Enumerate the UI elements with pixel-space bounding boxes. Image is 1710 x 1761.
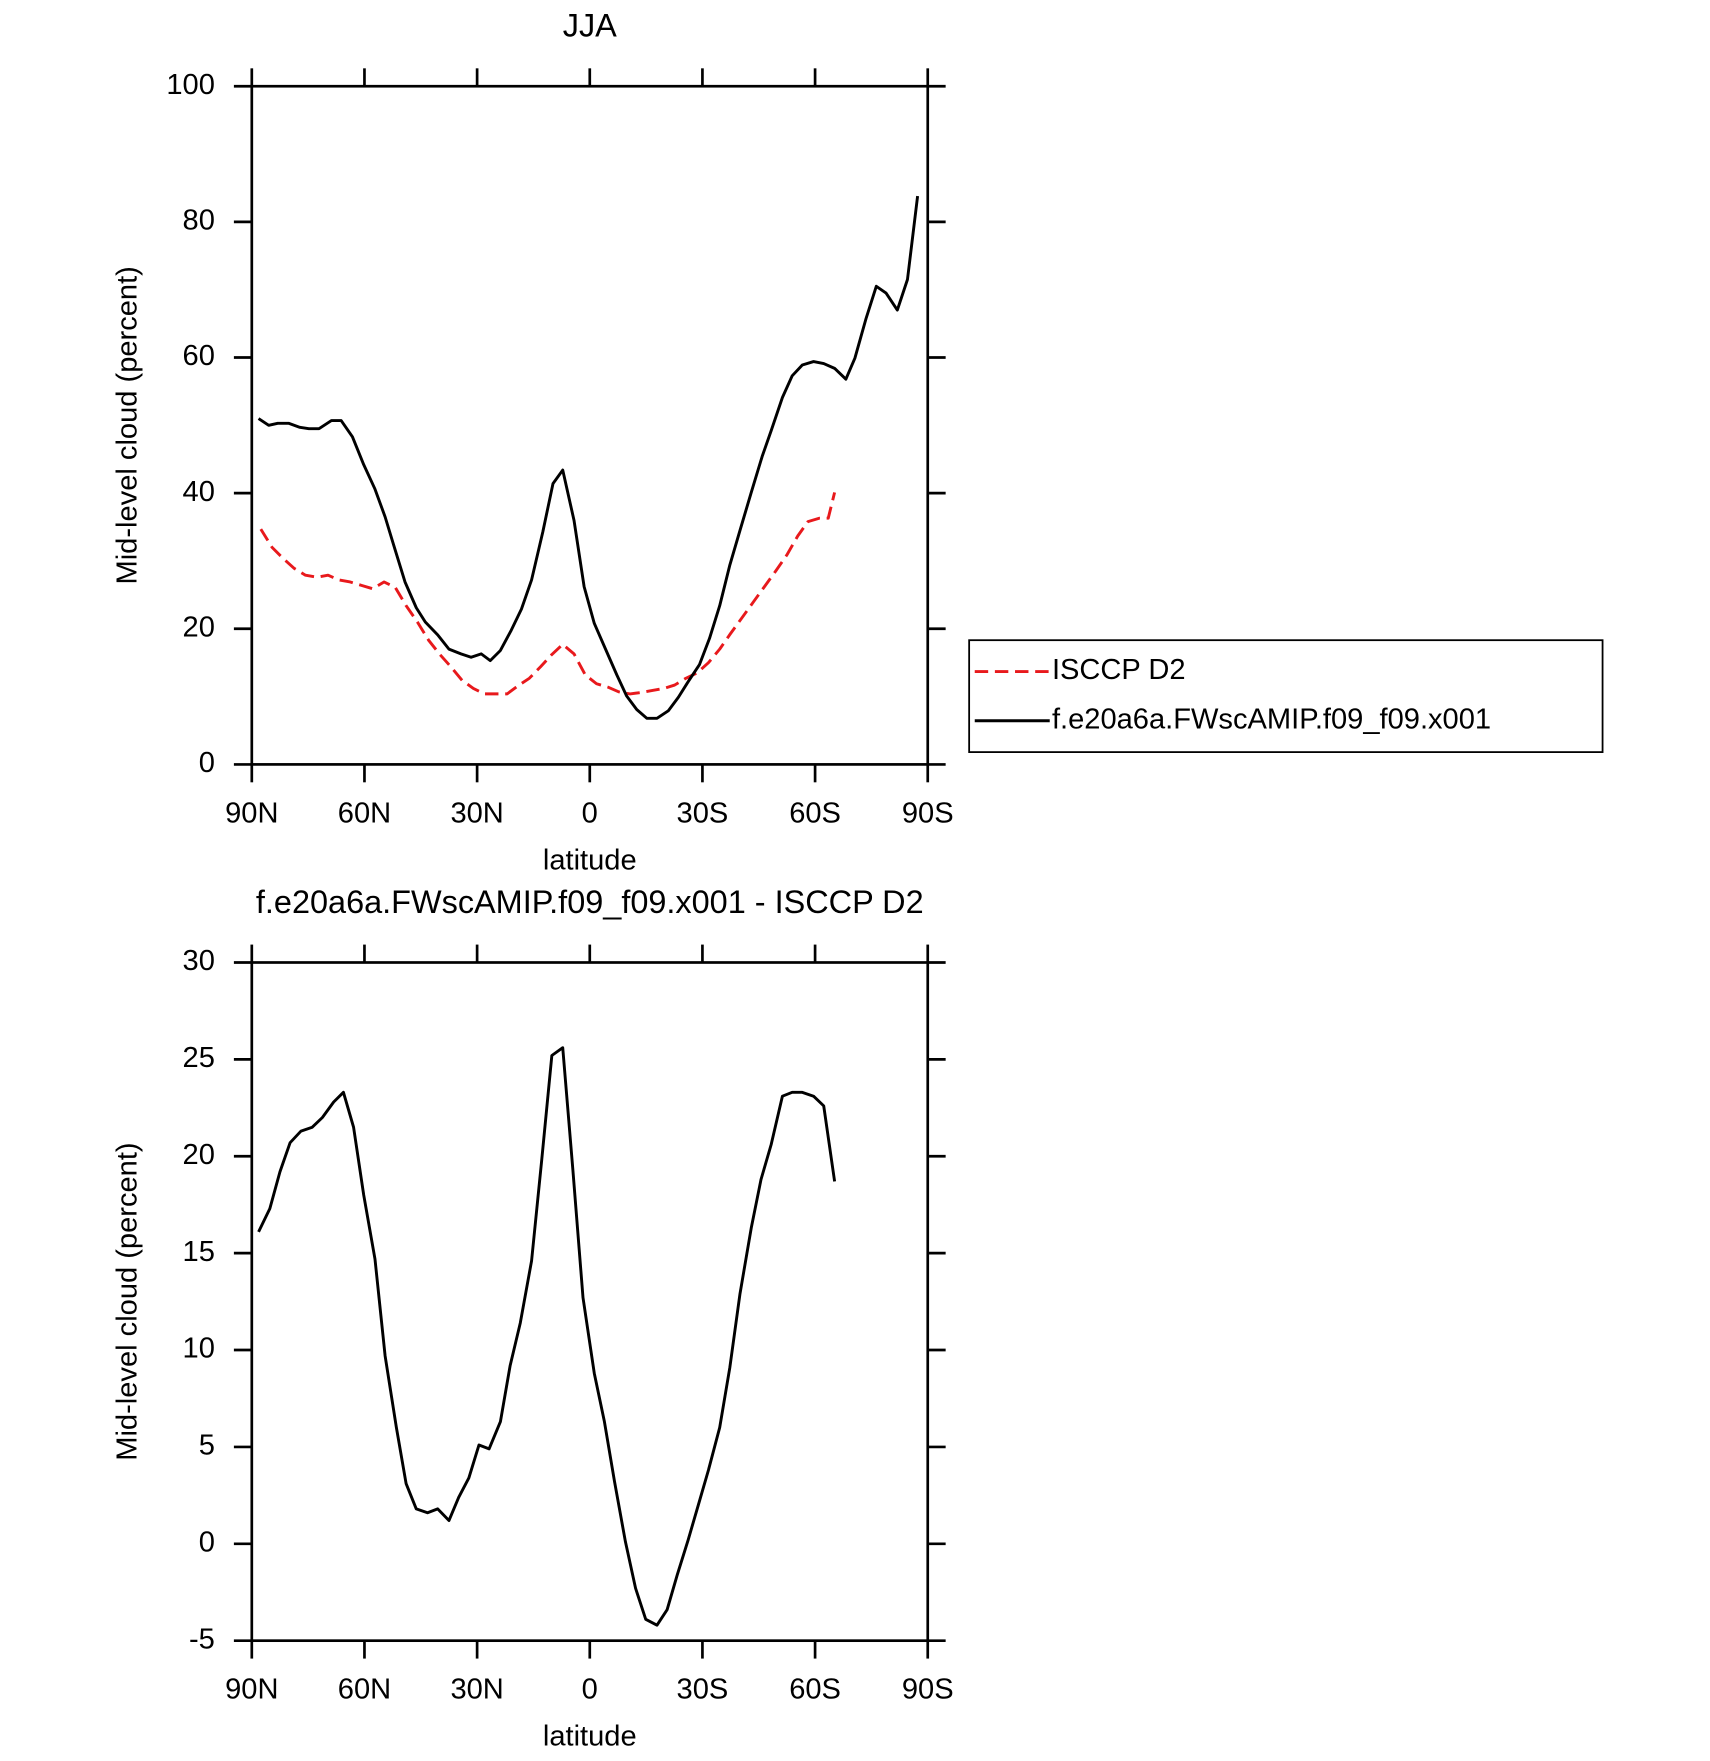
- y-tick-label: 30: [183, 945, 215, 977]
- y-tick-label: 5: [199, 1430, 215, 1462]
- x-tick-label: 90S: [902, 1674, 954, 1706]
- plot-frame: [250, 961, 930, 1643]
- y-tick-label: 20: [183, 1139, 215, 1171]
- y-tick-label: 80: [183, 205, 215, 237]
- y-tick-label: 40: [183, 476, 215, 508]
- x-tick-label: 90S: [902, 797, 954, 829]
- plot-frame: [250, 84, 930, 766]
- x-tick-label: 30N: [450, 1674, 503, 1706]
- y-tick-label: 15: [183, 1236, 215, 1268]
- x-tick-label: 0: [582, 797, 598, 829]
- data-line: [257, 1046, 837, 1627]
- x-axis-label: latitude: [543, 844, 637, 876]
- x-tick-label: 30S: [677, 1674, 729, 1706]
- legend-box: [968, 639, 1604, 753]
- x-tick-label: 0: [582, 1674, 598, 1706]
- y-tick-label: 10: [183, 1333, 215, 1365]
- series-line: [259, 492, 837, 696]
- x-tick-label: 90N: [225, 1674, 278, 1706]
- y-tick-label: 25: [183, 1042, 215, 1074]
- y-axis-label: Mid-level cloud (percent): [111, 1142, 143, 1460]
- y-axis-label: Mid-level cloud (percent): [111, 266, 143, 584]
- y-tick-label: 0: [199, 747, 215, 779]
- y-tick-label: 0: [199, 1526, 215, 1558]
- x-tick-label: 60N: [338, 1674, 391, 1706]
- x-tick-label: 30N: [450, 797, 503, 829]
- x-tick-label: 60S: [789, 797, 841, 829]
- chart-title: JJA: [563, 8, 617, 44]
- y-tick-label: 20: [183, 611, 215, 643]
- chart-title: f.e20a6a.FWscAMIP.f09_f09.x001 - ISCCP D…: [256, 884, 924, 920]
- x-tick-label: 30S: [677, 797, 729, 829]
- x-tick-label: 60N: [338, 797, 391, 829]
- series-line: [257, 195, 920, 720]
- y-tick-label: 60: [183, 340, 215, 372]
- y-tick-label: 100: [166, 69, 215, 101]
- x-axis-label: latitude: [543, 1721, 637, 1753]
- legend-label: ISCCP D2: [1052, 654, 1186, 686]
- legend-label: f.e20a6a.FWscAMIP.f09_f09.x001: [1052, 703, 1491, 735]
- x-tick-label: 90N: [225, 797, 278, 829]
- x-tick-label: 60S: [789, 1674, 841, 1706]
- y-tick-label: -5: [189, 1623, 215, 1655]
